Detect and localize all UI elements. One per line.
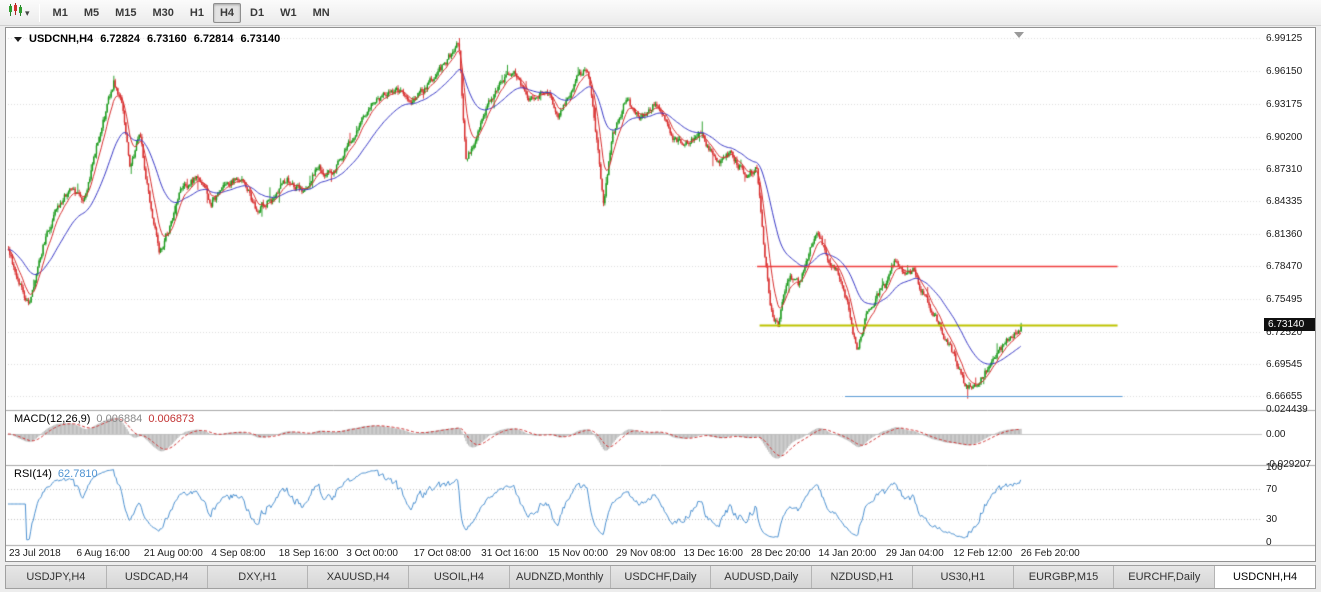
chart-window: USDCNH,H4 6.72824 6.73160 6.72814 6.7314…: [5, 27, 1316, 562]
ohlc-low: 6.72814: [193, 33, 234, 45]
timeframe-button-m15[interactable]: M15: [115, 6, 137, 19]
price-chart-canvas[interactable]: [6, 28, 1315, 561]
chart-tab-usdjpy-h4[interactable]: USDJPY,H4: [6, 566, 107, 588]
price-axis-label: 6.69545: [1266, 359, 1303, 371]
chart-tab-xauusd-h4[interactable]: XAUUSD,H4: [308, 566, 410, 588]
price-axis-label: 6.90200: [1266, 131, 1303, 143]
date-axis-label: 4 Sep 08:00: [211, 548, 266, 559]
macd-axis-label: 0.00: [1266, 429, 1286, 440]
chart-tab-audusd-daily[interactable]: AUDUSD,Daily: [711, 566, 813, 588]
candlestick-chart-icon[interactable]: [8, 3, 23, 22]
toolbar-separator: [38, 3, 40, 22]
date-axis-label: 13 Dec 16:00: [683, 548, 744, 559]
price-axis-label: 6.78470: [1266, 261, 1303, 272]
timeframe-button-m1[interactable]: M1: [52, 6, 68, 19]
rsi-axis-label: 70: [1266, 484, 1278, 495]
symbol-marker-icon: [14, 37, 22, 42]
macd-axis-label: -0.029207: [1266, 458, 1312, 470]
chart-tab-usdcad-h4[interactable]: USDCAD,H4: [106, 566, 208, 588]
timeframe-button-d1[interactable]: D1: [250, 6, 265, 19]
date-axis-label: 17 Oct 08:00: [413, 548, 471, 559]
price-axis-label: 6.99125: [1266, 33, 1303, 45]
chart-tab-us30-h1[interactable]: US30,H1: [912, 566, 1014, 588]
chevron-down-icon[interactable]: ▾: [25, 7, 30, 18]
price-axis-label: 6.84335: [1266, 196, 1303, 208]
price-axis-label: 6.87310: [1266, 163, 1303, 175]
chart-shift-marker-icon: [1014, 32, 1024, 38]
price-axis-label: 6.66655: [1266, 391, 1303, 403]
price-axis-label: 6.75495: [1266, 293, 1303, 305]
macd-axis-label: 0.024439: [1266, 404, 1308, 415]
rsi-axis-label: 30: [1266, 514, 1278, 525]
macd-signal-value: 0.006873: [148, 413, 195, 425]
date-axis-label: 26 Feb 20:00: [1020, 548, 1080, 559]
timeframe-buttons: M1 M5 M15 M30 H1 H4 D1 W1 MN: [46, 2, 337, 23]
chart-tab-dxy-h1[interactable]: DXY,H1: [207, 566, 309, 588]
timeframe-button-w1[interactable]: W1: [280, 6, 297, 19]
macd-main-value: 0.006884: [96, 413, 143, 425]
price-axis-label: 6.93175: [1266, 98, 1303, 110]
chart-tab-nzdusd-h1[interactable]: NZDUSD,H1: [812, 566, 913, 588]
chart-header: USDCNH,H4 6.72824 6.73160 6.72814 6.7314…: [14, 33, 280, 45]
date-axis-label: 21 Aug 00:00: [143, 548, 203, 559]
timeframe-button-h1[interactable]: H1: [189, 6, 204, 19]
ohlc-open: 6.72824: [100, 33, 140, 45]
date-axis-label: 6 Aug 16:00: [76, 548, 130, 559]
ohlc-high: 6.73160: [146, 33, 187, 45]
rsi-axis-label: 0: [1266, 536, 1272, 548]
date-axis-label: 23 Jul 2018: [9, 548, 61, 559]
timeframe-toolbar: ▾ M1 M5 M15 M30 H1 H4 D1 W1 MN: [0, 0, 1321, 26]
date-axis-label: 29 Jan 04:00: [885, 548, 944, 559]
date-axis-label: 14 Jan 20:00: [818, 548, 877, 559]
chart-tabs-bar: USDJPY,H4 USDCAD,H4 DXY,H1 XAUUSD,H4 USOIL,H…: [5, 565, 1316, 589]
date-axis-label: 28 Dec 20:00: [750, 548, 811, 559]
rsi-name: RSI(14): [14, 468, 52, 480]
ohlc-close: 6.73140: [240, 33, 281, 45]
timeframe-button-m30[interactable]: M30: [152, 6, 174, 19]
date-axis-label: 29 Nov 08:00: [616, 548, 676, 559]
chart-tab-audnzd-monthly[interactable]: AUDNZD,Monthly: [509, 566, 611, 588]
chart-tab-eurgbp-m15[interactable]: EURGBP,M15: [1013, 566, 1115, 588]
chart-tab-usdchf-daily[interactable]: USDCHF,Daily: [610, 566, 712, 588]
macd-indicator-label: MACD(12,26,9) 0.006884 0.006873: [14, 413, 194, 425]
date-axis-label: 18 Sep 16:00: [278, 548, 339, 559]
current-price-badge: 6.73140: [1264, 318, 1315, 332]
date-axis-label: 15 Nov 00:00: [548, 548, 609, 559]
price-axis-label: 6.81360: [1266, 229, 1303, 241]
rsi-axis-label: 100: [1266, 461, 1283, 473]
chart-tab-usoil-h4[interactable]: USOIL,H4: [409, 566, 510, 588]
timeframe-button-mn[interactable]: MN: [312, 6, 330, 19]
chart-tab-eurchf-daily[interactable]: EURCHF,Daily: [1114, 566, 1216, 588]
price-axis[interactable]: 6.99125 6.96150 6.93175 6.90200 6.87310 6.843…: [1266, 28, 1315, 563]
price-axis-label: 6.72520: [1266, 326, 1303, 338]
date-axis-label: 31 Oct 16:00: [481, 548, 539, 559]
timeframe-button-h4[interactable]: H4: [212, 2, 242, 23]
rsi-indicator-label: RSI(14) 62.7810: [14, 468, 98, 480]
macd-name: MACD(12,26,9): [14, 413, 91, 425]
price-axis-label: 6.96150: [1266, 66, 1303, 78]
chart-tab-usdcnh-h4[interactable]: USDCNH,H4: [1215, 566, 1315, 588]
date-axis-label: 12 Feb 12:00: [953, 548, 1013, 559]
date-axis[interactable]: 23 Jul 2018 6 Aug 16:00 21 Aug 00:00 4 Sep …: [6, 28, 1317, 563]
symbol-title: USDCNH,H4: [29, 33, 94, 45]
rsi-value: 62.7810: [57, 468, 98, 480]
timeframe-button-m5[interactable]: M5: [83, 6, 100, 19]
date-axis-label: 3 Oct 00:00: [346, 548, 398, 559]
